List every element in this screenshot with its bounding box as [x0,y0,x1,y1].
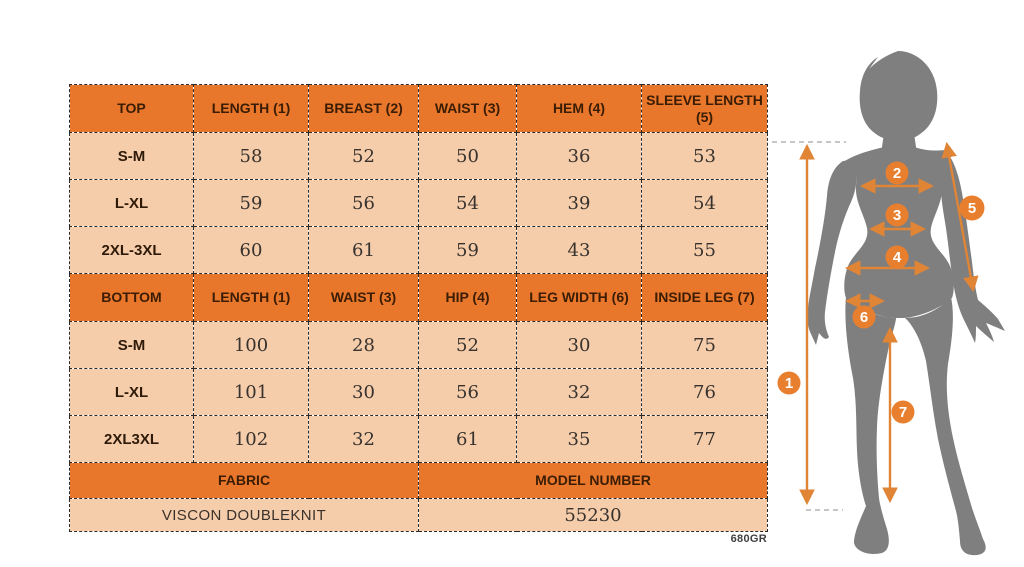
column-header-breast: BREAST (2) [308,84,419,133]
measure-badge-1: 1 [777,371,801,395]
column-header-hem: HEM (4) [516,84,642,133]
cell-value: 43 [516,226,642,274]
silhouette-left-arm [807,160,857,345]
cell-value: 39 [516,179,642,227]
measurement-arrows [799,141,979,506]
table-row: 2XL3XL 102 32 61 35 77 [69,415,768,463]
column-header-hip: HIP (4) [418,273,517,322]
svg-text:4: 4 [893,249,902,266]
cell-value: 54 [641,179,768,227]
measure-badge-4: 4 [885,245,909,269]
size-table: TOP LENGTH (1) BREAST (2) WAIST (3) HEM … [69,84,768,532]
cell-value: 32 [308,415,419,463]
cell-value: 75 [641,321,768,369]
column-header-waist: WAIST (3) [418,84,517,133]
size-label: S-M [69,132,194,180]
cell-value: 61 [308,226,419,274]
column-header-sleeve-length: SLEEVE LENGTH (5) [641,84,768,133]
cell-value: 61 [418,415,517,463]
measure-badge-2: 2 [885,161,909,185]
guide-lines [772,141,846,511]
cell-value: 55 [641,226,768,274]
size-label: L-XL [69,179,194,227]
cell-value: 56 [308,179,419,227]
cell-value: 52 [418,321,517,369]
table-row: L-XL 59 56 54 39 54 [69,179,768,227]
table-row: S-M 58 52 50 36 53 [69,132,768,180]
size-label: S-M [69,321,194,369]
cell-value: 53 [641,132,768,180]
measure-badge-6: 6 [852,305,876,329]
cell-value: 32 [516,368,642,416]
table-row: 2XL-3XL 60 61 59 43 55 [69,226,768,274]
silhouette-neck [881,126,917,154]
cell-value: 101 [193,368,309,416]
cell-value: 30 [308,368,419,416]
footer-header-row: FABRIC MODEL NUMBER [69,462,768,499]
column-header-length: LENGTH (1) [193,273,309,322]
cell-value: 102 [193,415,309,463]
size-label: 2XL3XL [69,415,194,463]
model-number-header: MODEL NUMBER [418,462,768,499]
cell-value: 56 [418,368,517,416]
cell-value: 36 [516,132,642,180]
cell-value: 58 [193,132,309,180]
woman-silhouette [807,51,1005,556]
cell-value: 28 [308,321,419,369]
arrow-sleeve [941,141,979,293]
svg-text:7: 7 [899,404,907,421]
svg-text:5: 5 [968,200,976,217]
column-header-top: TOP [69,84,194,133]
svg-text:3: 3 [893,207,901,224]
measure-badge-3: 3 [885,203,909,227]
cell-value: 76 [641,368,768,416]
cell-value: 30 [516,321,642,369]
column-header-bottom: BOTTOM [69,273,194,322]
svg-text:2: 2 [893,165,901,182]
cell-value: 52 [308,132,419,180]
silhouette-right-leg [905,297,986,556]
column-header-length: LENGTH (1) [193,84,309,133]
cell-value: 60 [193,226,309,274]
footer-value-row: VISCON DOUBLEKNIT 55230 [69,498,768,532]
silhouette-left-leg [845,297,896,554]
column-header-waist: WAIST (3) [308,273,419,322]
weight-footnote: 680GR [730,533,767,545]
fabric-value: VISCON DOUBLEKNIT [69,498,419,532]
bottom-header-row: BOTTOM LENGTH (1) WAIST (3) HIP (4) LEG … [69,273,768,322]
cell-value: 54 [418,179,517,227]
svg-text:6: 6 [860,309,868,326]
figure-svg: 1 2 3 4 5 [772,51,1005,556]
measure-badges: 1 2 3 4 5 [777,161,985,424]
model-number-value: 55230 [418,498,768,532]
measurement-figure: 1 2 3 4 5 [760,0,1024,567]
svg-text:1: 1 [785,375,793,392]
cell-value: 59 [418,226,517,274]
size-label: L-XL [69,368,194,416]
measure-badge-5: 5 [959,195,985,221]
silhouette-head [859,51,938,140]
cell-value: 50 [418,132,517,180]
cell-value: 59 [193,179,309,227]
column-header-leg-width: LEG WIDTH (6) [516,273,642,322]
cell-value: 35 [516,415,642,463]
top-header-row: TOP LENGTH (1) BREAST (2) WAIST (3) HEM … [69,84,768,133]
size-label: 2XL-3XL [69,226,194,274]
cell-value: 77 [641,415,768,463]
table-row: S-M 100 28 52 30 75 [69,321,768,369]
table-row: L-XL 101 30 56 32 76 [69,368,768,416]
cell-value: 100 [193,321,309,369]
fabric-header: FABRIC [69,462,419,499]
column-header-inside-leg: INSIDE LEG (7) [641,273,768,322]
measure-badge-7: 7 [891,400,915,424]
